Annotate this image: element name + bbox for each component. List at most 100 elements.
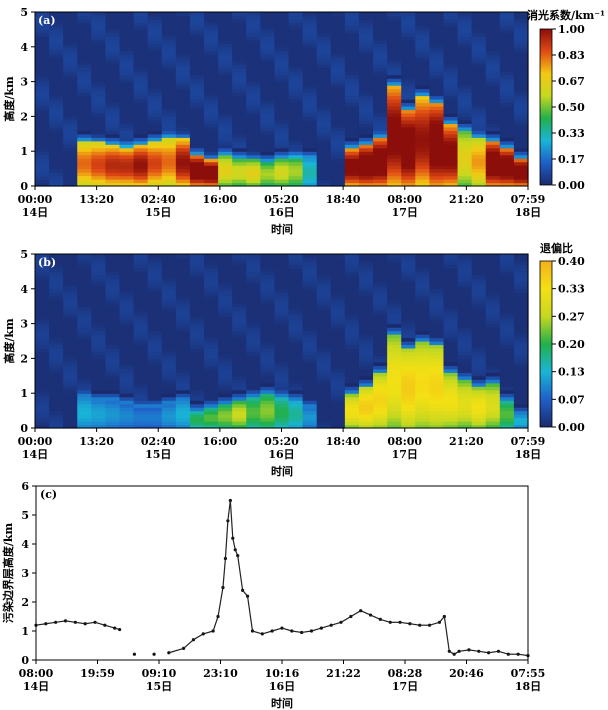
- heatmap-cell: [119, 18, 135, 24]
- heatmap-cell: [63, 123, 78, 128]
- heatmap-cell: [232, 161, 247, 166]
- heatmap-cell: [147, 386, 163, 391]
- heatmap-cell: [49, 320, 64, 325]
- heatmap-cell: [133, 25, 149, 30]
- heatmap-cell: [133, 379, 149, 384]
- heatmap-cell: [330, 316, 346, 321]
- heatmap-cell: [274, 274, 290, 279]
- heatmap-cell: [471, 330, 487, 335]
- y-tick-label: 3: [21, 567, 29, 580]
- heatmap-cell: [35, 341, 50, 346]
- heatmap-cell: [260, 278, 276, 283]
- heatmap-cell: [175, 421, 191, 426]
- heatmap-cell: [401, 12, 416, 17]
- heatmap-cell: [49, 92, 64, 97]
- heatmap-cell: [471, 396, 487, 401]
- heatmap-cell: [204, 43, 219, 48]
- heatmap-cell: [302, 29, 318, 34]
- heatmap-cell: [161, 88, 177, 93]
- heatmap-cell: [415, 351, 430, 356]
- heatmap-cell: [443, 278, 459, 283]
- heatmap-cell: [429, 320, 445, 325]
- heatmap-cell: [316, 154, 332, 159]
- heatmap-cell: [204, 417, 219, 422]
- heatmap-cell: [344, 414, 360, 419]
- heatmap-cell: [63, 271, 78, 276]
- heatmap-cell: [415, 39, 430, 44]
- heatmap-cell: [35, 165, 50, 170]
- heatmap-cell: [274, 267, 290, 272]
- heatmap-cell: [260, 130, 276, 135]
- heatmap-cell: [330, 421, 346, 426]
- heatmap-cell: [499, 274, 515, 279]
- heatmap-cell: [189, 64, 205, 69]
- heatmap-cell: [274, 74, 290, 79]
- heatmap-cell: [499, 351, 515, 356]
- heatmap-cell: [189, 81, 205, 86]
- heatmap-cell: [387, 32, 402, 37]
- heatmap-cell: [471, 64, 487, 69]
- heatmap-cell: [330, 393, 346, 398]
- heatmap-cell: [260, 358, 276, 363]
- heatmap-cell: [274, 386, 290, 391]
- heatmap-cell: [344, 179, 360, 184]
- heatmap-cell: [49, 417, 64, 422]
- heatmap-cell: [260, 64, 276, 69]
- heatmap-cell: [330, 281, 346, 286]
- heatmap-cell: [344, 15, 360, 20]
- heatmap-cell: [218, 22, 233, 27]
- heatmap-cell: [35, 264, 50, 269]
- heatmap-cell: [232, 278, 247, 283]
- y-tick-label: 6: [21, 480, 29, 493]
- heatmap-cell: [358, 330, 374, 335]
- heatmap-cell: [63, 299, 78, 304]
- heatmap-cell: [35, 154, 50, 159]
- heatmap-cell: [288, 126, 304, 131]
- heatmap-cell: [119, 105, 135, 111]
- heatmap-cell: [513, 354, 529, 359]
- heatmap-cell: [485, 285, 501, 290]
- heatmap-cell: [274, 400, 290, 405]
- heatmap-cell: [49, 116, 64, 121]
- heatmap-cell: [204, 147, 219, 152]
- heatmap-cell: [429, 12, 445, 17]
- heatmap-cell: [443, 365, 459, 370]
- heatmap-cell: [316, 25, 332, 30]
- heatmap-cell: [161, 161, 177, 166]
- heatmap-cell: [274, 140, 290, 145]
- heatmap-cell: [35, 309, 50, 314]
- heatmap-cell: [387, 22, 402, 27]
- heatmap-cell: [499, 379, 515, 384]
- heatmap-cell: [49, 407, 64, 412]
- heatmap-cell: [485, 354, 501, 359]
- heatmap-cell: [344, 375, 360, 380]
- x-tick-label: 08:28: [388, 667, 423, 680]
- heatmap-cell: [49, 410, 64, 415]
- heatmap-cell: [373, 39, 388, 44]
- heatmap-cell: [429, 165, 445, 170]
- heatmap-cell: [246, 50, 261, 55]
- heatmap-cell: [330, 60, 346, 65]
- heatmap-cell: [513, 133, 529, 138]
- heatmap-cell: [77, 334, 92, 339]
- heatmap-cell: [443, 71, 459, 76]
- heatmap-cell: [91, 154, 107, 159]
- heatmap-cell: [373, 140, 388, 145]
- heatmap-cell: [91, 133, 107, 138]
- heatmap-cell: [204, 347, 219, 353]
- heatmap-cell: [175, 88, 191, 93]
- heatmap-cell: [401, 347, 416, 353]
- heatmap-cell: [443, 386, 459, 391]
- heatmap-cell: [358, 12, 374, 17]
- heatmap-cell: [401, 22, 416, 27]
- heatmap-cell: [513, 295, 529, 300]
- heatmap-cell: [330, 382, 346, 387]
- heatmap-cell: [218, 161, 233, 166]
- heatmap-cell: [175, 15, 191, 20]
- heatmap-cell: [119, 67, 135, 72]
- heatmap-cell: [161, 334, 177, 339]
- heatmap-cell: [119, 264, 135, 269]
- heatmap-cell: [513, 414, 529, 419]
- heatmap-cell: [288, 347, 304, 353]
- heatmap-cell: [330, 53, 346, 58]
